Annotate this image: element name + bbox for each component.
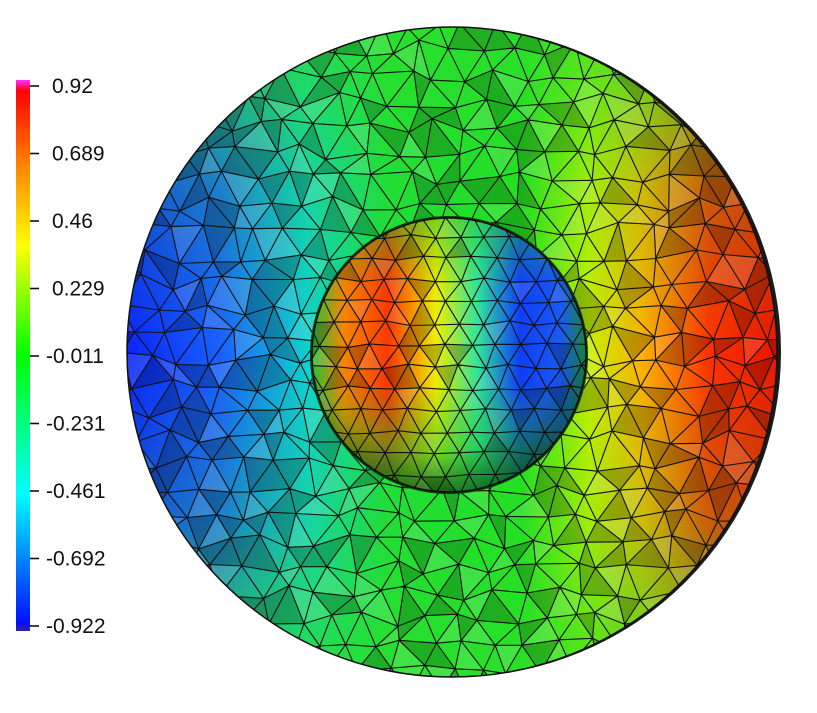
sphere-shading	[312, 218, 586, 492]
disk-outline	[126, 26, 778, 678]
sphere-outline	[311, 217, 587, 493]
colorbar: 0.92 0.689 0.46 0.229 -0.011 -0.231 -0.461 -0.6…	[16, 75, 106, 638]
outer-disk	[126, 26, 781, 678]
colorbar-tick-label: 0.229	[52, 278, 105, 301]
colorbar-ticks: 0.92 0.689 0.46 0.229 -0.011 -0.231 -0.461 -0.6…	[30, 75, 106, 638]
colorbar-tick-label: -0.461	[46, 480, 106, 503]
colorbar-tick-label: 0.689	[52, 143, 105, 166]
colorbar-tick-label: -0.922	[46, 615, 106, 638]
colorbar-tick-label: -0.011	[46, 345, 104, 368]
mesh-light-facets	[127, 27, 777, 677]
colorbar-tick-label: -0.231	[46, 413, 106, 436]
mesh-dark-facets	[127, 27, 777, 677]
inner-sphere	[310, 216, 588, 494]
colorbar-tick-label: -0.692	[46, 548, 106, 571]
colorbar-tick-label: 0.92	[52, 75, 93, 98]
colorbar-tick-label: 0.46	[52, 210, 93, 233]
colorbar-gradient	[16, 80, 30, 631]
